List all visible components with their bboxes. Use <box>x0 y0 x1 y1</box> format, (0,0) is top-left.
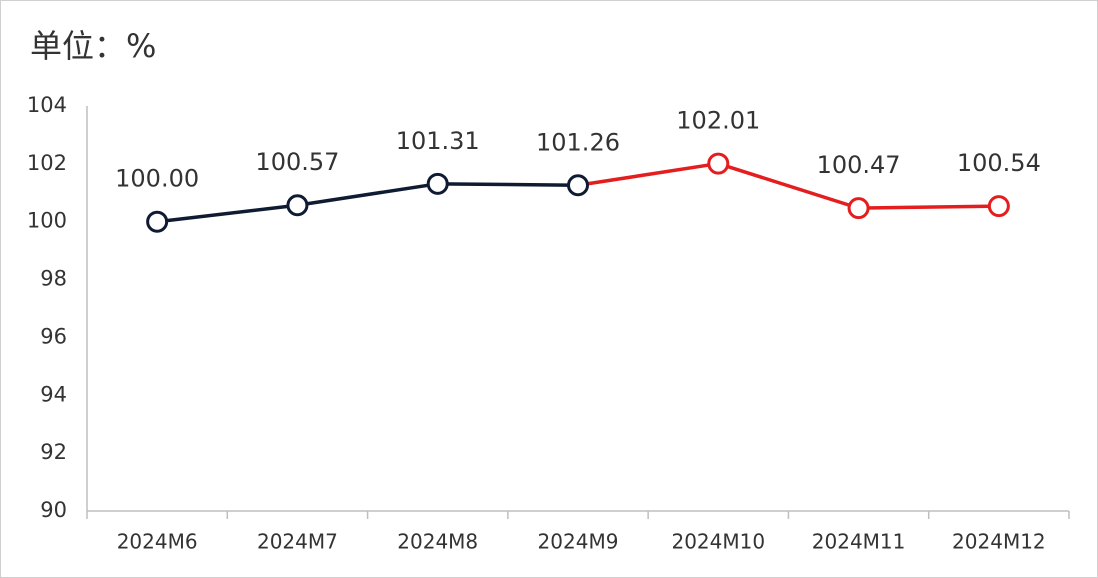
y-tick-label: 98 <box>40 267 67 291</box>
x-tick-label: 2024M6 <box>117 530 198 554</box>
data-label: 100.47 <box>817 151 901 179</box>
y-tick-label: 94 <box>40 382 67 406</box>
y-tick-label: 96 <box>40 324 67 348</box>
data-label: 101.26 <box>536 128 620 156</box>
marker <box>847 197 870 220</box>
y-tick-label: 102 <box>27 151 67 175</box>
x-tick-label: 2024M9 <box>538 530 619 554</box>
line-segment <box>717 161 860 210</box>
y-tick-label: 92 <box>40 440 67 464</box>
data-label: 100.54 <box>957 149 1041 177</box>
x-tick-label: 2024M12 <box>952 530 1046 554</box>
data-label: 102.01 <box>676 107 760 135</box>
y-tick-label: 104 <box>27 93 67 117</box>
unit-label: 单位：% <box>30 27 156 65</box>
data-label: 101.31 <box>396 127 480 155</box>
x-tick-label: 2024M11 <box>812 530 906 554</box>
marker <box>987 195 1010 218</box>
data-label: 100.00 <box>115 165 199 193</box>
line-segment <box>156 203 298 224</box>
marker <box>146 210 169 233</box>
line-segment <box>297 182 438 207</box>
line-segment <box>858 204 999 210</box>
line-segment <box>577 161 719 187</box>
data-label: 100.57 <box>255 148 339 176</box>
y-tick-label: 100 <box>27 209 67 233</box>
x-tick-label: 2024M10 <box>671 530 765 554</box>
marker <box>286 194 309 217</box>
marker <box>426 172 449 195</box>
x-tick-label: 2024M8 <box>397 530 478 554</box>
x-tick-label: 2024M7 <box>257 530 338 554</box>
line-segment <box>437 182 579 188</box>
marker <box>707 152 730 175</box>
y-tick-label: 90 <box>40 498 67 522</box>
marker <box>567 174 589 197</box>
